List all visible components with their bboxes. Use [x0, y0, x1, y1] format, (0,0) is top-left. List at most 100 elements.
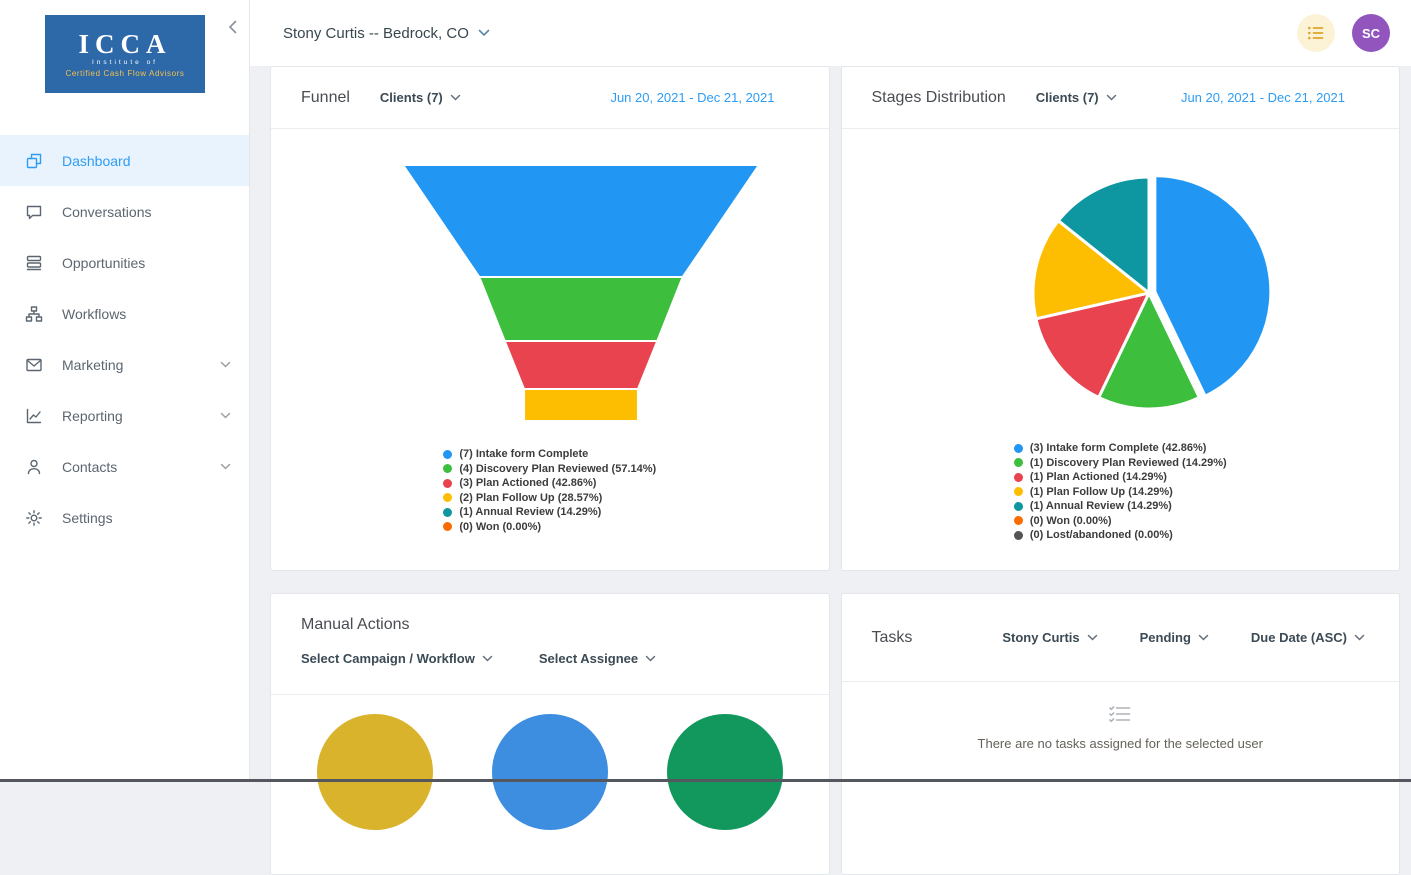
- sidebar-item-label: Reporting: [62, 408, 123, 424]
- sidebar-item-opportunities[interactable]: Opportunities: [0, 237, 249, 288]
- chevron-down-icon: [482, 655, 493, 662]
- chevron-down-icon: [220, 361, 231, 368]
- legend-item[interactable]: (2) Plan Follow Up (28.57%): [443, 491, 656, 506]
- legend-label: (1) Plan Follow Up (14.29%): [1030, 485, 1173, 500]
- top-bar-actions: SC: [1297, 14, 1390, 52]
- sidebar-item-contacts[interactable]: Contacts: [0, 441, 249, 492]
- funnel-chart-area: (7) Intake form Complete(4) Discovery Pl…: [271, 159, 829, 536]
- legend-dot: [443, 508, 452, 517]
- funnel-clients-filter[interactable]: Clients (7): [380, 90, 461, 105]
- chevron-down-icon: [1198, 634, 1209, 641]
- stages-date-range[interactable]: Jun 20, 2021 - Dec 21, 2021: [1181, 90, 1345, 105]
- logo-subtitle-1: Institute of: [92, 59, 158, 66]
- legend-dot: [1014, 516, 1023, 525]
- user-avatar[interactable]: SC: [1352, 14, 1390, 52]
- chevron-down-icon: [1106, 94, 1117, 101]
- sidebar-item-label: Dashboard: [62, 153, 131, 169]
- legend-item[interactable]: (3) Plan Actioned (42.86%): [443, 476, 656, 491]
- legend-item[interactable]: (1) Plan Follow Up (14.29%): [1014, 485, 1227, 500]
- marketing-icon: [25, 356, 45, 374]
- sidebar-item-label: Conversations: [62, 204, 152, 220]
- opportunities-icon: [25, 254, 45, 272]
- manual-actions-stats: [271, 695, 829, 830]
- manual-action-stat-circle: [317, 714, 433, 830]
- stages-card-title: Stages Distribution: [872, 89, 1006, 107]
- sidebar-item-settings[interactable]: Settings: [0, 492, 249, 543]
- legend-dot: [1014, 444, 1023, 453]
- legend-label: (2) Plan Follow Up (28.57%): [459, 491, 602, 506]
- company-logo[interactable]: ICCA Institute of Certified Cash Flow Ad…: [45, 15, 205, 93]
- tasks-sort-filter[interactable]: Due Date (ASC): [1251, 630, 1365, 645]
- list-icon: [1307, 25, 1325, 41]
- tasks-sort-filter-label: Due Date (ASC): [1251, 630, 1347, 645]
- legend-item[interactable]: (7) Intake form Complete: [443, 447, 656, 462]
- chevron-down-icon: [478, 29, 490, 37]
- account-selector[interactable]: Stony Curtis -- Bedrock, CO: [283, 25, 490, 42]
- legend-label: (0) Won (0.00%): [459, 520, 541, 535]
- tasks-card-title: Tasks: [872, 629, 913, 647]
- chevron-down-icon: [1354, 634, 1365, 641]
- campaign-workflow-filter[interactable]: Select Campaign / Workflow: [301, 651, 493, 666]
- assignee-filter-label: Select Assignee: [539, 651, 638, 666]
- legend-item[interactable]: (0) Lost/abandoned (0.00%): [1014, 528, 1227, 543]
- sidebar-collapse-button[interactable]: [228, 20, 237, 34]
- quick-actions-button[interactable]: [1297, 14, 1335, 52]
- conversations-icon: [25, 203, 45, 221]
- legend-item[interactable]: (1) Plan Actioned (14.29%): [1014, 470, 1227, 485]
- legend-label: (0) Won (0.00%): [1030, 514, 1112, 529]
- tasks-user-filter-label: Stony Curtis: [1002, 630, 1079, 645]
- tasks-user-filter[interactable]: Stony Curtis: [1002, 630, 1097, 645]
- legend-item[interactable]: (0) Won (0.00%): [443, 520, 656, 535]
- sidebar-item-marketing[interactable]: Marketing: [0, 339, 249, 390]
- sidebar-item-dashboard[interactable]: Dashboard: [0, 135, 249, 186]
- legend-item[interactable]: (1) Annual Review (14.29%): [1014, 499, 1227, 514]
- pie-chart-area: (3) Intake form Complete (42.86%)(1) Dis…: [842, 171, 1400, 545]
- legend-item[interactable]: (0) Won (0.00%): [1014, 514, 1227, 529]
- chevron-down-icon: [645, 655, 656, 662]
- funnel-chart: [271, 159, 831, 427]
- stages-clients-filter[interactable]: Clients (7): [1036, 90, 1117, 105]
- assignee-filter[interactable]: Select Assignee: [539, 651, 656, 666]
- legend-item[interactable]: (1) Annual Review (14.29%): [443, 505, 656, 520]
- sidebar-item-label: Workflows: [62, 306, 126, 322]
- legend-dot: [1014, 531, 1023, 540]
- tasks-card-header: Tasks Stony Curtis Pending: [842, 594, 1400, 682]
- tasks-status-filter[interactable]: Pending: [1140, 630, 1209, 645]
- legend-dot: [1014, 487, 1023, 496]
- contacts-icon: [25, 458, 45, 476]
- legend-item[interactable]: (3) Intake form Complete (42.86%): [1014, 441, 1227, 456]
- legend-dot: [443, 450, 452, 459]
- sidebar-item-conversations[interactable]: Conversations: [0, 186, 249, 237]
- legend-label: (3) Plan Actioned (42.86%): [459, 476, 596, 491]
- legend-dot: [443, 479, 452, 488]
- stages-distribution-card: Stages Distribution Clients (7) Jun 20, …: [841, 66, 1401, 571]
- manual-actions-title: Manual Actions: [301, 616, 799, 634]
- main-area: Stony Curtis -- Bedrock, CO SC: [250, 0, 1411, 782]
- task-list-icon: [1108, 704, 1132, 724]
- funnel-clients-filter-label: Clients (7): [380, 90, 443, 105]
- legend-item[interactable]: (1) Discovery Plan Reviewed (14.29%): [1014, 456, 1227, 471]
- manual-actions-header: Manual Actions Select Campaign / Workflo…: [271, 594, 829, 695]
- sidebar-item-workflows[interactable]: Workflows: [0, 288, 249, 339]
- legend-item[interactable]: (4) Discovery Plan Reviewed (57.14%): [443, 462, 656, 477]
- tasks-card: Tasks Stony Curtis Pending: [841, 593, 1401, 875]
- legend-dot: [1014, 473, 1023, 482]
- sidebar: ICCA Institute of Certified Cash Flow Ad…: [0, 0, 250, 782]
- legend-label: (1) Annual Review (14.29%): [459, 505, 601, 520]
- dashboard-icon: [25, 152, 45, 170]
- legend-dot: [443, 522, 452, 531]
- chevron-down-icon: [220, 412, 231, 419]
- legend-dot: [443, 464, 452, 473]
- legend-dot: [1014, 502, 1023, 511]
- funnel-date-range[interactable]: Jun 20, 2021 - Dec 21, 2021: [610, 90, 774, 105]
- chevron-left-icon: [228, 20, 237, 34]
- sidebar-item-reporting[interactable]: Reporting: [0, 390, 249, 441]
- campaign-workflow-filter-label: Select Campaign / Workflow: [301, 651, 475, 666]
- funnel-card: Funnel Clients (7) Jun 20, 2021 - Dec 21…: [270, 66, 830, 571]
- account-selector-label: Stony Curtis -- Bedrock, CO: [283, 25, 469, 42]
- tasks-empty-state: There are no tasks assigned for the sele…: [842, 704, 1400, 751]
- logo-subtitle-2: Certified Cash Flow Advisors: [65, 69, 184, 78]
- legend-label: (1) Plan Actioned (14.29%): [1030, 470, 1167, 485]
- manual-action-stat-circle: [667, 714, 783, 830]
- stages-card-header: Stages Distribution Clients (7) Jun 20, …: [842, 67, 1400, 129]
